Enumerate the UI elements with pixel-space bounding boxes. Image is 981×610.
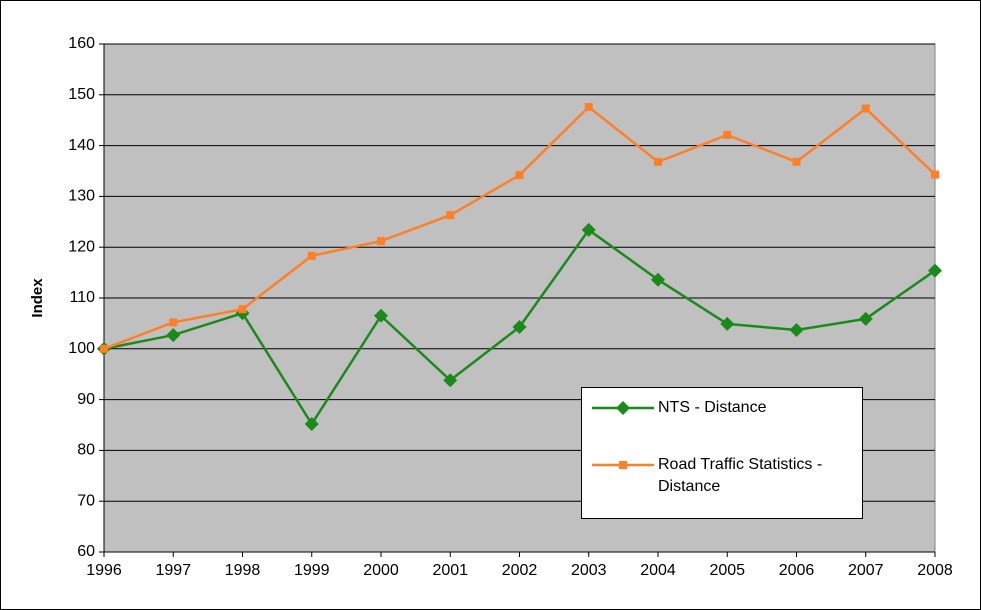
marker (169, 318, 178, 327)
legend-entry: NTS - Distance (592, 397, 858, 419)
marker (374, 308, 388, 323)
x-tick-label: 2000 (363, 562, 399, 579)
y-tick-label: 70 (77, 492, 95, 509)
x-tick-label: 2003 (571, 562, 607, 579)
x-tick-label: 1999 (294, 562, 330, 579)
marker (238, 305, 247, 314)
x-tick-label: 2005 (709, 562, 745, 579)
marker (723, 130, 732, 139)
x-tick-label: 1998 (225, 562, 261, 579)
marker (443, 373, 458, 388)
legend-label: NTS - Distance (658, 399, 767, 416)
y-axis-label: Index (29, 278, 46, 318)
y-tick-label: 160 (68, 35, 95, 52)
marker (651, 272, 665, 287)
y-tick-label: 140 (68, 137, 95, 154)
x-tick-label: 2006 (779, 562, 815, 579)
marker (861, 104, 870, 113)
x-tick-label: 2002 (502, 562, 538, 579)
legend-icon (592, 401, 654, 415)
marker (446, 211, 455, 220)
marker (654, 157, 662, 166)
y-tick-label: 110 (69, 289, 95, 306)
marker (792, 157, 801, 166)
x-tick-label: 2004 (640, 562, 676, 579)
marker (584, 102, 593, 111)
legend: NTS - Distance Road Traffic Statistics - … (581, 387, 863, 519)
marker (512, 319, 527, 334)
y-tick-label: 60 (77, 543, 95, 560)
y-tick-label: 100 (68, 340, 95, 357)
marker (100, 344, 108, 353)
y-tick-label: 130 (68, 188, 95, 205)
marker (304, 416, 319, 431)
marker (581, 222, 596, 237)
marker (931, 170, 939, 179)
marker (166, 328, 181, 343)
x-tick-label: 1997 (155, 562, 191, 579)
marker (789, 323, 804, 338)
marker (616, 401, 630, 415)
legend-label: Road Traffic Statistics - Distance (658, 456, 823, 495)
x-tick-label: 1996 (86, 562, 122, 579)
x-tick-label: 2001 (432, 562, 468, 579)
x-tick-label: 2007 (848, 562, 884, 579)
legend-icon (592, 461, 654, 469)
marker (858, 311, 873, 326)
marker (307, 251, 316, 260)
marker (515, 171, 524, 180)
y-tick-label: 120 (68, 238, 95, 255)
x-tick-label: 2008 (917, 562, 953, 579)
y-tick-label: 150 (68, 86, 95, 103)
marker (928, 263, 942, 278)
y-tick-label: 90 (77, 391, 95, 408)
marker (619, 461, 627, 469)
marker (377, 237, 385, 246)
marker (720, 316, 735, 331)
y-tick-label: 80 (77, 442, 95, 459)
legend-entry: Road Traffic Statistics - Distance (592, 454, 858, 498)
